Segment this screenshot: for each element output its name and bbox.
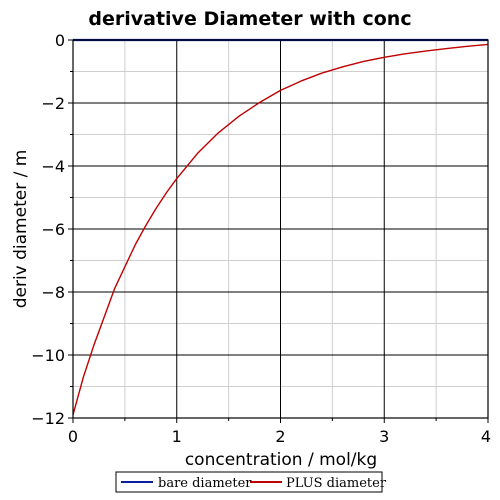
- x-axis-label: concentration / mol/kg: [185, 450, 377, 470]
- y-tick-label: −2: [41, 94, 65, 113]
- y-tick-labels: 0 −2 −4 −6 −8 −10 −12: [31, 31, 65, 428]
- y-tick-label: −4: [41, 157, 65, 176]
- series-line-plus-diameter: [72, 43, 489, 416]
- legend-box: [115, 471, 383, 493]
- axis-ticks: [68, 39, 489, 423]
- chart-title: derivative Diameter with conc: [88, 8, 411, 30]
- legend-label-plus-diameter: PLUS diameter: [286, 476, 387, 491]
- x-tick-labels: 0 1 2 3 4: [68, 427, 491, 446]
- y-tick-label: −8: [41, 283, 65, 302]
- x-tick-label: 3: [379, 427, 389, 446]
- y-tick-label: −12: [31, 409, 65, 428]
- y-tick-label: −10: [31, 346, 65, 365]
- legend: bare diameter PLUS diameter: [115, 471, 387, 493]
- x-tick-label: 2: [275, 427, 285, 446]
- legend-label-bare-diameter: bare diameter: [158, 476, 252, 491]
- x-tick-label: 0: [68, 427, 78, 446]
- x-tick-label: 4: [481, 427, 491, 446]
- y-axis-label: deriv diameter / m: [11, 150, 31, 309]
- y-tick-label: 0: [55, 31, 65, 50]
- x-tick-label: 1: [172, 427, 182, 446]
- y-tick-label: −6: [41, 220, 65, 239]
